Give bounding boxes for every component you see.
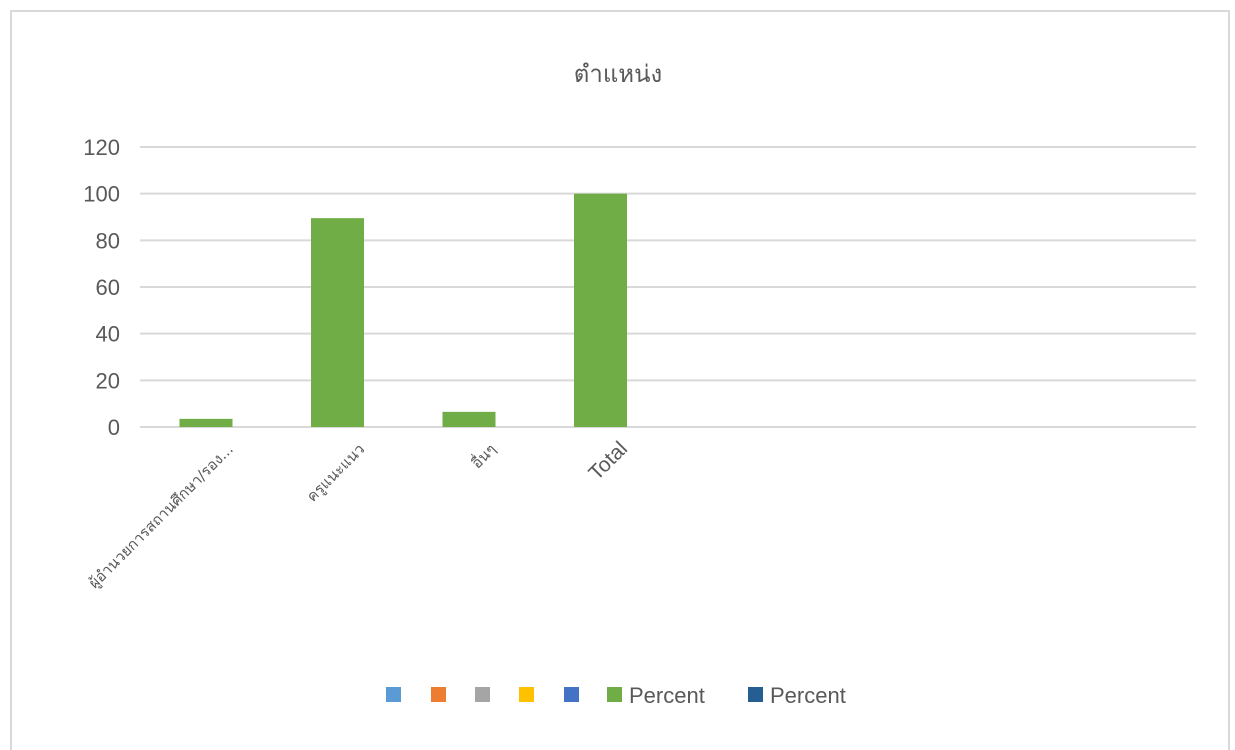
y-tick-label: 120 <box>83 135 120 160</box>
legend-label: Percent <box>770 683 846 708</box>
legend-label: Percent <box>629 683 705 708</box>
legend-swatch <box>519 687 534 702</box>
legend: Percent Percent <box>386 683 846 708</box>
y-tick-label: 20 <box>96 368 120 393</box>
legend-swatch <box>748 687 763 702</box>
legend-swatch <box>475 687 490 702</box>
y-tick-label: 80 <box>96 228 120 253</box>
x-tick-label: ครูแนะแนว <box>303 440 368 505</box>
legend-swatch <box>564 687 579 702</box>
x-tick-label: อื่นๆ <box>466 439 499 472</box>
bars <box>179 193 627 427</box>
x-tick-label: ผู้อำนวยการสถานศึกษา/รอง... <box>85 440 237 592</box>
y-tick-label: 100 <box>83 182 120 207</box>
x-tick-label: Total <box>584 437 632 485</box>
bar <box>574 193 627 427</box>
y-tick-label: 60 <box>96 275 120 300</box>
gridlines <box>140 146 1196 428</box>
legend-swatch <box>607 687 622 702</box>
y-axis-ticks: 0 20 40 60 80 100 120 <box>83 135 120 440</box>
y-tick-label: 40 <box>96 322 120 347</box>
bar <box>442 411 496 427</box>
legend-swatch <box>431 687 446 702</box>
bar <box>311 218 364 427</box>
bar <box>179 418 233 427</box>
chart-title: ตำแหน่ง <box>574 60 662 88</box>
x-axis-ticks: ผู้อำนวยการสถานศึกษา/รอง... ครูแนะแนว อื่น… <box>85 437 632 592</box>
legend-swatch <box>386 687 401 702</box>
y-tick-label: 0 <box>108 415 120 440</box>
